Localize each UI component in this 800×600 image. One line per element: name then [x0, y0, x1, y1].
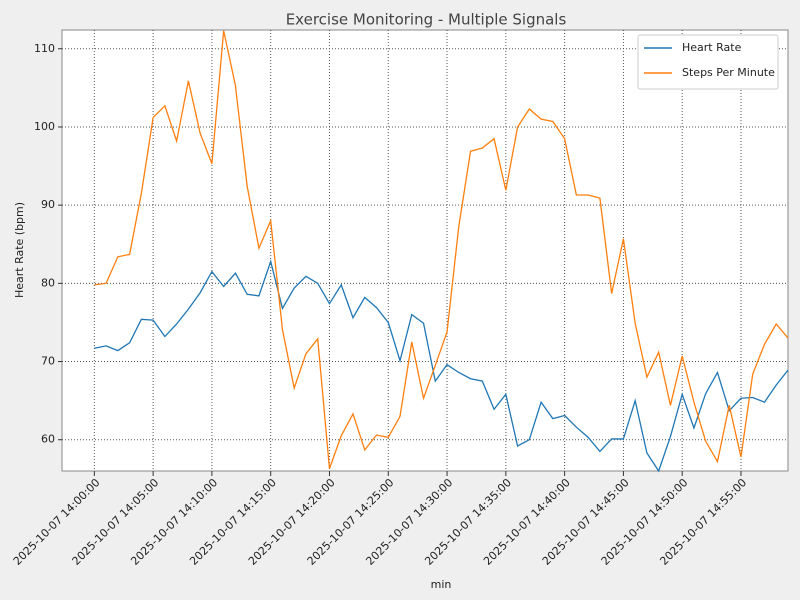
x-axis-label: min — [431, 578, 452, 591]
plot-area — [61, 29, 789, 472]
legend-box — [637, 34, 779, 90]
y-tick-label: 110 — [34, 42, 55, 55]
line-series — [94, 30, 789, 469]
legend-label: Steps Per Minute — [682, 66, 775, 79]
y-tick-label: 80 — [41, 276, 55, 289]
y-tick-label: 60 — [41, 433, 55, 446]
y-axis-label: Heart Rate (bpm) — [13, 202, 26, 298]
y-tick-label: 90 — [41, 198, 55, 211]
chart-title: Exercise Monitoring - Multiple Signals — [286, 11, 567, 29]
y-tick-label: 70 — [41, 355, 55, 368]
y-tick-label: 100 — [34, 120, 55, 133]
legend-label: Heart Rate — [682, 41, 742, 54]
line-series — [94, 259, 789, 473]
